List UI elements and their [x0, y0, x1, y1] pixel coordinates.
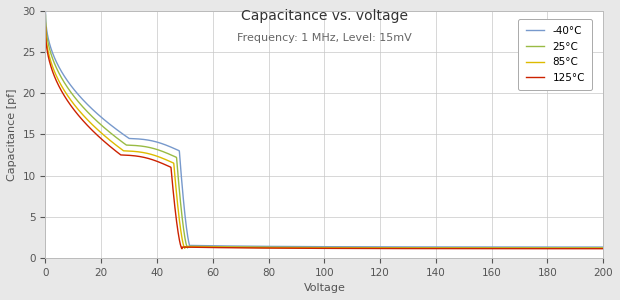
25°C — [600, 246, 607, 250]
-40°C — [187, 245, 194, 249]
Y-axis label: Capacitance [pf]: Capacitance [pf] — [7, 88, 17, 181]
125°C — [600, 247, 607, 250]
Text: Capacitance vs. voltage: Capacitance vs. voltage — [241, 9, 408, 23]
125°C — [589, 247, 596, 250]
25°C — [256, 245, 264, 249]
-40°C — [105, 122, 113, 125]
125°C — [105, 144, 113, 147]
125°C — [138, 155, 146, 159]
125°C — [179, 247, 186, 250]
85°C — [181, 247, 188, 250]
85°C — [256, 246, 264, 249]
85°C — [529, 247, 536, 250]
Legend: -40°C, 25°C, 85°C, 125°C: -40°C, 25°C, 85°C, 125°C — [518, 19, 593, 90]
-40°C — [280, 245, 288, 248]
125°C — [42, 26, 49, 29]
Line: 25°C: 25°C — [45, 15, 603, 248]
-40°C — [42, 9, 49, 13]
85°C — [589, 247, 596, 250]
85°C — [280, 246, 288, 250]
25°C — [589, 246, 596, 250]
25°C — [529, 246, 536, 250]
125°C — [529, 247, 536, 250]
85°C — [105, 138, 113, 141]
-40°C — [600, 245, 607, 249]
25°C — [105, 130, 113, 134]
85°C — [42, 22, 49, 25]
25°C — [184, 246, 192, 250]
Line: -40°C: -40°C — [45, 11, 603, 247]
Line: 85°C: 85°C — [45, 23, 603, 248]
125°C — [280, 246, 288, 250]
25°C — [42, 13, 49, 17]
25°C — [138, 144, 146, 148]
-40°C — [529, 245, 536, 249]
125°C — [256, 246, 264, 250]
Line: 125°C: 125°C — [45, 27, 603, 249]
-40°C — [138, 137, 146, 141]
25°C — [280, 245, 288, 249]
85°C — [138, 151, 146, 154]
-40°C — [589, 245, 596, 249]
Text: Frequency: 1 MHz, Level: 15mV: Frequency: 1 MHz, Level: 15mV — [237, 33, 412, 43]
85°C — [600, 247, 607, 250]
-40°C — [256, 244, 264, 248]
X-axis label: Voltage: Voltage — [303, 283, 345, 293]
